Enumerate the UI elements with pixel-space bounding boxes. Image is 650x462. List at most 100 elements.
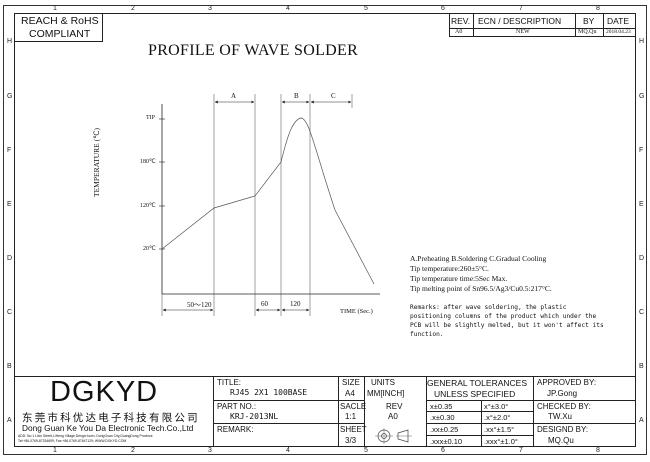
- compliance-line-1: REACH & RoHS: [21, 15, 99, 27]
- rev-label: REV: [386, 402, 403, 411]
- zone-row-right-f: F: [639, 147, 644, 154]
- approval-row-line-1: [533, 400, 636, 401]
- checked-by-value: TW.Xu: [548, 412, 573, 421]
- drawing-title: PROFILE OF WAVE SOLDER: [148, 42, 359, 59]
- approved-by-value: JP.Gong: [547, 389, 578, 398]
- remark-line-4: function.: [410, 331, 444, 338]
- zone-row-left-c: C: [7, 309, 13, 316]
- x-axis-label: TIME (Sec.): [340, 308, 373, 315]
- title-row-line-1: [213, 400, 364, 401]
- zone-col-bottom-2: 2: [131, 447, 135, 454]
- tol-row-line-3: [426, 423, 533, 424]
- revision-col-sep-1: [473, 13, 474, 37]
- title-label: TITLE:: [217, 378, 242, 387]
- zone-col-bottom-4: 4: [286, 447, 290, 454]
- zone-col-bottom-3: 3: [208, 447, 212, 454]
- size-label: SIZE: [342, 378, 360, 387]
- sheet-value: 3/3: [345, 436, 357, 445]
- title-block-sep-units: [364, 376, 365, 447]
- rev-value: A0: [388, 412, 398, 421]
- part-no-label: PART NO.:: [217, 402, 257, 411]
- time-seg-label-2: 60: [261, 300, 268, 308]
- title-block-top-line: [14, 376, 636, 377]
- revision-table-border: [449, 13, 636, 37]
- title-block-sep-approval: [533, 376, 534, 447]
- revision-row-date: 2018.04.23: [606, 29, 631, 35]
- title-row-line-2: [213, 423, 364, 424]
- tol-row-line-1: [426, 400, 533, 401]
- remark-line-2: positioning columns of the product which…: [410, 313, 597, 320]
- tolerance-angular-2: .xx°±1.5°: [484, 425, 515, 434]
- company-logo: DGKYD: [50, 376, 159, 408]
- phase-label-c: C: [331, 92, 336, 100]
- zone-col-bottom-5: 5: [364, 447, 368, 454]
- zone-row-right-a: A: [639, 417, 644, 424]
- zone-col-top-8: 8: [596, 5, 600, 12]
- y-tick-label-tip: TIP: [146, 115, 155, 121]
- zone-row-right-b: B: [639, 363, 644, 370]
- compliance-line-2: COMPLIANT: [29, 28, 91, 40]
- company-contact: Tel:+86-0769-87334699; Fax:+86-0769-8764…: [18, 439, 127, 443]
- tolerance-angular-1: .x°±2.0°: [484, 413, 511, 422]
- scale-label: SACLE: [340, 402, 367, 411]
- y-tick-label-20: 20℃: [143, 246, 156, 252]
- remark-line-3: PCB will be slightly melted, but it won'…: [410, 322, 604, 329]
- company-address: ADD: No.1 Lixin Street,LiHeng Village,De…: [18, 434, 153, 438]
- note-tip-time: Tip temperature time:5Sec Max.: [410, 274, 508, 283]
- zone-row-right-g: G: [639, 93, 645, 100]
- approved-by-label: APPROVED BY:: [537, 378, 597, 387]
- zone-col-top-1: 1: [53, 5, 57, 12]
- zone-row-left-h: H: [7, 38, 13, 45]
- zone-row-left-f: F: [7, 147, 12, 154]
- zone-row-right-e: E: [639, 201, 644, 208]
- phase-label-a: A: [231, 92, 237, 100]
- time-seg-label-3: 120: [290, 300, 301, 308]
- tolerance-linear-2: .xx±0.25: [430, 425, 459, 434]
- outer-frame: [3, 5, 647, 455]
- zone-col-top-2: 2: [131, 5, 135, 12]
- zone-row-left-g: G: [7, 93, 13, 100]
- note-tip-temperature: Tip temperature:260±5°C.: [410, 264, 489, 273]
- phase-label-b: B: [294, 92, 299, 100]
- zone-row-left-d: D: [7, 255, 13, 262]
- revision-row-ecn: NEW: [516, 29, 530, 35]
- revision-col-sep-3: [603, 13, 604, 37]
- note-melting-point: Tip melting point of Sn96.5/Ag3/Cu0.5:21…: [410, 284, 552, 293]
- zone-col-bottom-1: 1: [53, 447, 57, 454]
- zone-col-top-6: 6: [441, 5, 445, 12]
- revision-header-ecn: ECN / DESCRIPTION: [478, 16, 562, 26]
- revision-row-by: MQ.Qu: [578, 29, 597, 35]
- revision-col-sep-2: [575, 13, 576, 37]
- compliance-box: [14, 13, 103, 42]
- third-angle-projection-icon: [375, 428, 412, 444]
- zone-row-right-c: C: [639, 309, 645, 316]
- revision-table-divider: [449, 28, 636, 29]
- revision-header-rev: REV.: [451, 16, 471, 26]
- remark-line-1: Remarks: after wave soldering, the plast…: [410, 304, 567, 311]
- units-label: UNITS: [371, 378, 395, 387]
- remark-label: REMARK:: [217, 425, 254, 434]
- tolerance-angular-0: x°±3.0°: [484, 402, 509, 411]
- zone-row-left-a: A: [7, 417, 12, 424]
- title-block-sep-company: [213, 376, 214, 447]
- zone-col-top-4: 4: [286, 5, 290, 12]
- tolerance-header-1: GENERAL TOLERANCES: [427, 378, 527, 388]
- title-value: RJ45 2X1 100BASE: [230, 388, 308, 397]
- tolerance-header-2: UNLESS SPECIFIED: [434, 389, 516, 399]
- designed-by-label: DESIGND BY:: [537, 425, 589, 434]
- tolerance-linear-1: .x±0.30: [430, 413, 455, 422]
- zone-row-left-b: B: [7, 363, 12, 370]
- units-value: MM[INCH]: [367, 389, 405, 398]
- title-block-sep-size: [338, 376, 339, 447]
- zone-col-bottom-8: 8: [596, 447, 600, 454]
- zone-row-left-e: E: [7, 201, 12, 208]
- checked-by-label: CHECKED BY:: [537, 402, 591, 411]
- approval-row-line-2: [533, 423, 636, 424]
- part-no-value: KRJ-2013NL: [230, 412, 279, 421]
- zone-row-right-h: H: [639, 38, 645, 45]
- revision-header-by: BY: [583, 16, 595, 26]
- company-name-cn: 东莞市科优达电子科技有限公司: [22, 412, 200, 424]
- zone-col-bottom-6: 6: [441, 447, 445, 454]
- tolerance-angular-3: .xxx°±1.0°: [484, 437, 518, 446]
